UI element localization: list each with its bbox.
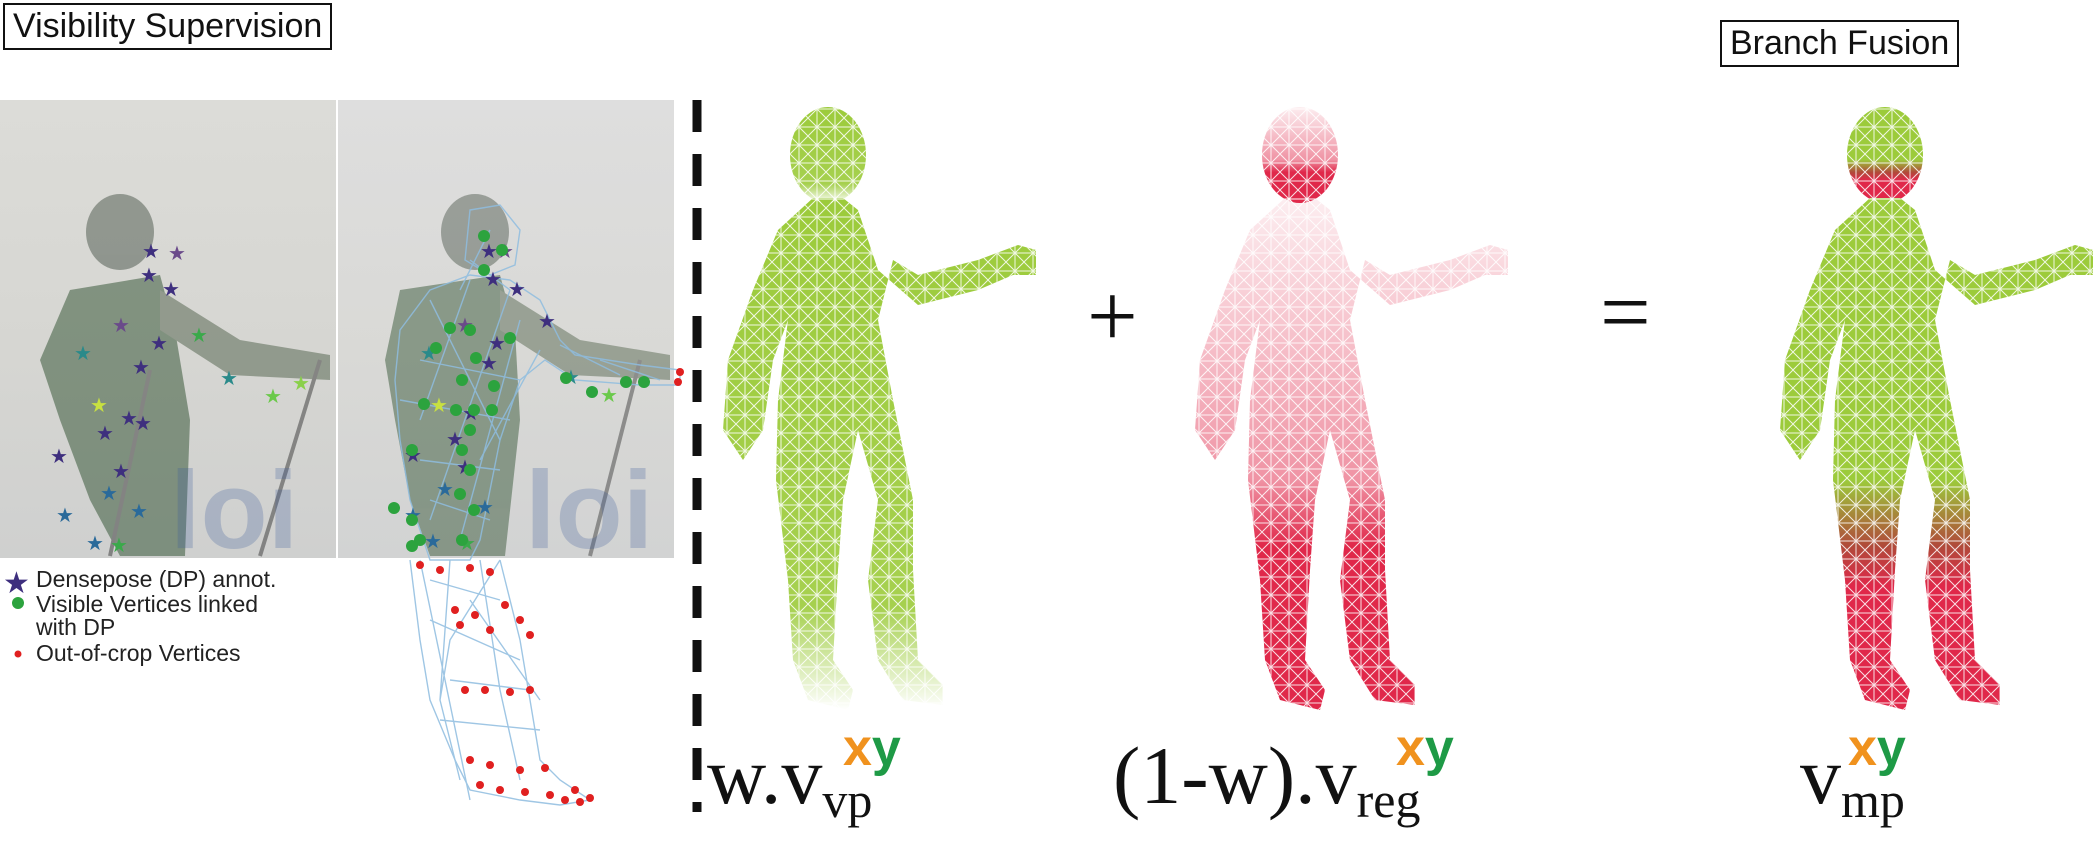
- branch-fusion-title: Branch Fusion: [1720, 20, 1960, 68]
- skier-silhouette-left: [40, 194, 330, 557]
- svg-text:★: ★: [74, 341, 92, 365]
- fused-mesh: [1780, 107, 2093, 710]
- legend-visible-vertices-label-cont: with DP: [36, 614, 116, 640]
- equation-visible-branch: w.vvp: [707, 735, 872, 826]
- superscript-x: x: [1396, 719, 1425, 777]
- equation-visible-main: w.v: [707, 730, 823, 821]
- svg-text:★: ★: [110, 533, 128, 557]
- overlay-mesh: [394, 204, 681, 806]
- superscript-y: y: [1876, 719, 1906, 777]
- equation-regression-main: (1-w).v: [1113, 730, 1357, 821]
- svg-text:★: ★: [86, 531, 104, 555]
- svg-text:★: ★: [112, 313, 130, 337]
- svg-text:★: ★: [436, 477, 454, 501]
- svg-text:★: ★: [264, 384, 282, 408]
- visible-branch-mesh: [723, 107, 1036, 710]
- photo-banner-text-left: loi: [170, 449, 298, 572]
- svg-text:★: ★: [480, 351, 498, 375]
- equation-fused-sub: mp: [1841, 772, 1905, 828]
- equals-operator: =: [1600, 263, 1651, 362]
- out-of-crop-vertices: [416, 368, 684, 806]
- plus-operator: +: [1087, 267, 1138, 366]
- svg-text:★: ★: [50, 444, 68, 468]
- svg-text:★: ★: [162, 277, 180, 301]
- svg-text:★: ★: [100, 481, 118, 505]
- svg-text:★: ★: [538, 309, 556, 333]
- equation-regression-branch: (1-w).vreg: [1113, 735, 1420, 826]
- visible-vertices-dots: [388, 230, 650, 552]
- svg-text:★: ★: [112, 459, 130, 483]
- legend-out-of-crop-label: Out-of-crop Vertices: [36, 640, 241, 666]
- legend-markers: ★: [3, 566, 30, 658]
- svg-text:★: ★: [190, 323, 208, 347]
- legend-visible-vertices-label: Visible Vertices linked: [36, 591, 259, 617]
- equation-visible-sub: vp: [822, 772, 873, 828]
- svg-text:★: ★: [220, 366, 238, 390]
- densepose-stars-left: ★ ★ ★★ ★★ ★ ★ ★★ ★★ ★★ ★★ ★★ ★★ ★★ ★: [50, 239, 310, 557]
- svg-text:★: ★: [134, 411, 152, 435]
- superscript-y: y: [1424, 719, 1454, 777]
- photo-banner-text-right: loi: [525, 449, 653, 572]
- legend-star-icon: ★: [3, 566, 30, 601]
- regression-branch-mesh: [1195, 107, 1508, 710]
- svg-text:★: ★: [120, 406, 138, 430]
- visibility-supervision-title: Visibility Supervision: [3, 3, 333, 51]
- svg-text:★: ★: [488, 331, 506, 355]
- equation-fused-superscript: xy: [1848, 722, 1906, 774]
- svg-text:★: ★: [150, 331, 168, 355]
- svg-text:★: ★: [168, 241, 186, 265]
- svg-text:★: ★: [140, 263, 158, 287]
- svg-text:★: ★: [56, 503, 74, 527]
- legend-dot-icon: [12, 597, 24, 609]
- equation-regression-sub: reg: [1356, 772, 1421, 828]
- svg-text:★: ★: [96, 421, 114, 445]
- svg-text:★: ★: [424, 529, 442, 553]
- svg-text:★: ★: [508, 277, 526, 301]
- svg-text:★: ★: [430, 393, 448, 417]
- equation-fused: vmp: [1800, 735, 1905, 826]
- svg-text:★: ★: [142, 239, 160, 263]
- svg-text:★: ★: [600, 383, 618, 407]
- svg-text:loi: loi: [525, 449, 653, 572]
- svg-text:★: ★: [476, 495, 494, 519]
- svg-text:★: ★: [132, 355, 150, 379]
- equation-fused-main: v: [1800, 730, 1841, 821]
- svg-text:loi: loi: [170, 449, 298, 572]
- equation-visible-superscript: xy: [843, 722, 901, 774]
- legend-small-dot-icon: [14, 650, 22, 658]
- superscript-x: x: [843, 719, 872, 777]
- superscript-x: x: [1848, 719, 1877, 777]
- svg-text:★: ★: [480, 239, 498, 263]
- equation-regression-superscript: xy: [1396, 722, 1454, 774]
- legend-densepose-label: Densepose (DP) annot.: [36, 566, 277, 592]
- superscript-y: y: [871, 719, 901, 777]
- svg-text:★: ★: [130, 499, 148, 523]
- skier-silhouette-right: [385, 194, 670, 557]
- svg-text:★: ★: [90, 393, 108, 417]
- svg-text:★: ★: [292, 371, 310, 395]
